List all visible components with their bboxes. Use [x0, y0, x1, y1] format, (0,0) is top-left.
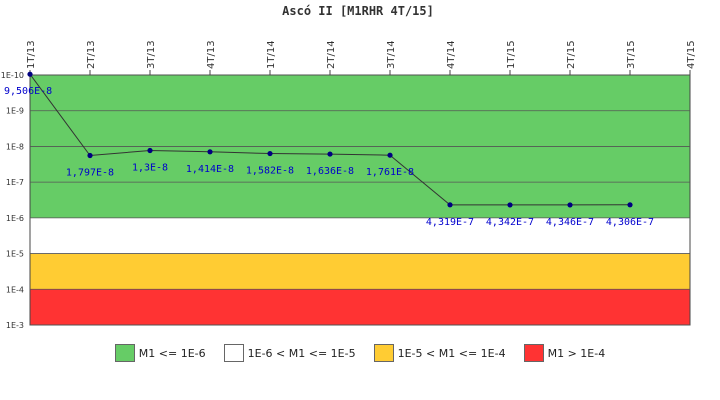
x-axis-ticks: 1T/13 2T/13 3T/13 4T/13 1T/14 2T/14 3T/14 4T/14…	[26, 40, 697, 75]
chart-bands	[29, 74, 691, 326]
data-point	[567, 202, 573, 208]
data-label: 4,346E-7	[546, 217, 594, 228]
data-point	[147, 147, 153, 154]
data-label: 1,582E-8	[246, 166, 294, 177]
data-point	[207, 149, 213, 155]
chart-title: Ascó II [M1RHR 4T/15]	[282, 4, 434, 18]
legend-swatch	[114, 344, 135, 362]
legend-label: M1 <= 1E-6	[138, 346, 206, 360]
x-tick-label: 1T/14	[266, 40, 277, 69]
x-tick-label: 3T/14	[386, 40, 397, 69]
chart-legend: M1 <= 1E-6 1E-6 < M1 <= 1E-5 1E-5 < M1 <= …	[0, 344, 720, 362]
data-label: 1,636E-8	[306, 166, 354, 177]
legend-item: M1 > 1E-4	[523, 344, 606, 362]
y-tick-label: 1E-3	[6, 321, 24, 330]
x-tick-label: 1T/15	[506, 40, 517, 69]
legend-item: M1 <= 1E-6	[114, 344, 206, 362]
data-point	[267, 150, 273, 157]
data-point	[507, 202, 513, 208]
data-label: 1,414E-8	[186, 164, 234, 175]
band-3	[30, 289, 690, 325]
x-tick-label: 2T/13	[86, 40, 97, 69]
data-point	[447, 202, 453, 208]
data-label: 9,506E-8	[4, 86, 52, 97]
data-point	[387, 152, 393, 158]
legend-item: 1E-5 < M1 <= 1E-4	[373, 344, 506, 362]
y-tick-label: 1E-9	[6, 107, 24, 116]
legend-swatch	[223, 344, 244, 362]
y-axis-ticks: 1E-10 1E-9 1E-8 1E-7 1E-6 1E-5 1E-4 1E-3	[1, 71, 24, 330]
legend-label: M1 > 1E-4	[547, 346, 606, 360]
data-label: 1,797E-8	[66, 168, 114, 179]
y-tick-label: 1E-5	[6, 250, 24, 259]
band-1	[30, 217, 690, 254]
x-tick-label: 4T/13	[206, 40, 217, 69]
y-tick-label: 1E-4	[6, 285, 24, 294]
legend-label: 1E-6 < M1 <= 1E-5	[247, 346, 356, 360]
data-point	[327, 151, 333, 157]
x-tick-label: 2T/14	[326, 40, 337, 69]
y-tick-label: 1E-6	[6, 214, 24, 223]
legend-swatch	[523, 344, 544, 362]
y-tick-label: 1E-7	[6, 178, 24, 187]
legend-label: 1E-5 < M1 <= 1E-4	[397, 346, 506, 360]
x-tick-label: 2T/15	[566, 40, 577, 69]
x-tick-label: 4T/14	[446, 40, 457, 69]
chart-grid	[30, 74, 690, 326]
chart-series	[27, 71, 633, 208]
data-point	[87, 152, 93, 159]
data-label: 4,342E-7	[486, 217, 534, 228]
legend-item: 1E-6 < M1 <= 1E-5	[223, 344, 356, 362]
data-label: 4,319E-7	[426, 217, 474, 228]
data-label: 1,761E-8	[366, 167, 414, 178]
data-point	[627, 202, 633, 208]
data-labels: 9,506E-8 1,797E-8 1,3E-8 1,414E-8 1,582E-8 1,…	[4, 86, 654, 228]
data-label: 4,306E-7	[606, 217, 654, 228]
x-tick-label: 3T/13	[146, 40, 157, 69]
y-tick-label: 1E-10	[1, 71, 24, 80]
x-tick-label: 4T/15	[686, 40, 697, 69]
legend-swatch	[373, 344, 394, 362]
x-tick-label: 3T/15	[626, 40, 637, 69]
y-tick-label: 1E-8	[6, 142, 24, 151]
x-tick-label: 1T/13	[26, 40, 37, 69]
data-point	[27, 71, 33, 77]
band-2	[30, 253, 690, 290]
data-label: 1,3E-8	[132, 162, 168, 173]
